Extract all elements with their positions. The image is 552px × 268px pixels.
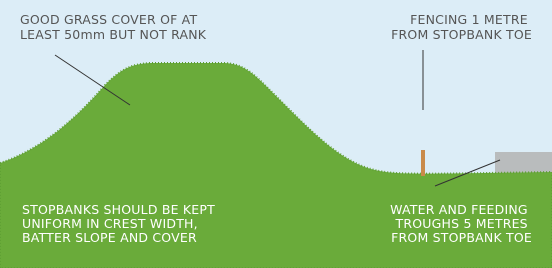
callout-fencing: FENCING 1 METRE FROM STOPBANK TOE — [391, 12, 532, 42]
callout-line: TROUGHS 5 METRES — [395, 216, 528, 231]
callout-grass: GOOD GRASS COVER OF AT LEAST 50mm BUT NO… — [20, 12, 207, 42]
callout-water: WATER AND FEEDING TROUGHS 5 METRES FROM … — [390, 202, 532, 245]
stopbank-diagram: GOOD GRASS COVER OF AT LEAST 50mm BUT NO… — [0, 0, 552, 268]
callout-line: FROM STOPBANK TOE — [391, 27, 532, 42]
callout-line: STOPBANKS SHOULD BE KEPT — [22, 202, 215, 217]
callout-line: WATER AND FEEDING — [390, 202, 528, 217]
callout-line: BATTER SLOPE AND COVER — [22, 230, 197, 245]
page: GOOD GRASS COVER OF AT LEAST 50mm BUT NO… — [0, 0, 552, 268]
callout-line: LEAST 50mm BUT NOT RANK — [20, 27, 207, 42]
callout-line: UNIFORM IN CREST WIDTH, — [22, 216, 198, 231]
callout-line: FROM STOPBANK TOE — [391, 230, 532, 245]
callout-line: GOOD GRASS COVER OF AT — [20, 12, 197, 27]
fence-post — [421, 150, 425, 176]
callout-line: FENCING 1 METRE — [410, 12, 528, 27]
callout-stopbanks: STOPBANKS SHOULD BE KEPT UNIFORM IN CRES… — [22, 202, 219, 245]
